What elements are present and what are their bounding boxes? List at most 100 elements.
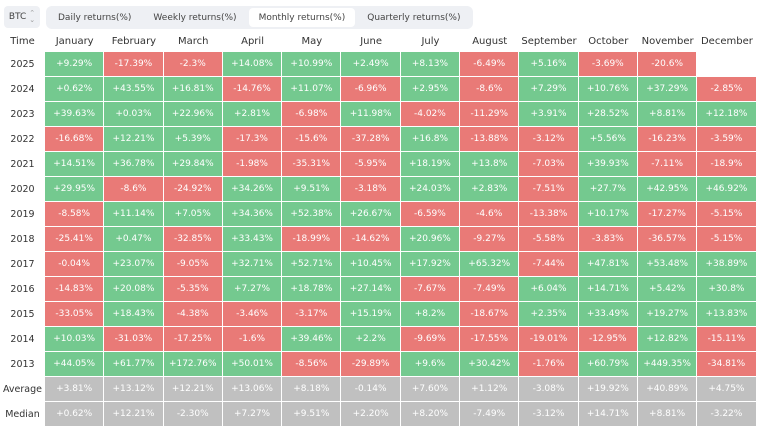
return-cell: -5.95% bbox=[341, 152, 401, 176]
return-cell: +26.67% bbox=[341, 202, 401, 226]
month-header: June bbox=[360, 35, 383, 47]
return-cell: +39.46% bbox=[282, 327, 342, 351]
return-cell: -29.89% bbox=[341, 352, 401, 376]
return-cell: +10.45% bbox=[341, 252, 401, 276]
return-cell: -3.17% bbox=[282, 302, 342, 326]
toolbar: BTC ⌃ ⌄ Daily returns(%) Weekly returns(%… bbox=[4, 6, 473, 29]
return-cell: -8.58% bbox=[45, 202, 105, 226]
return-cell: -6.59% bbox=[400, 202, 461, 226]
row-label: 2022 bbox=[10, 134, 35, 145]
time-header: Time bbox=[10, 35, 35, 47]
return-cell: -35.31% bbox=[282, 152, 342, 176]
return-cell: +17.92% bbox=[400, 252, 461, 276]
return-cell: +34.36% bbox=[222, 202, 283, 226]
return-cell: +38.89% bbox=[697, 252, 757, 276]
return-cell: -3.12% bbox=[519, 402, 579, 426]
return-cell: +43.55% bbox=[104, 77, 164, 101]
return-cell: +0.62% bbox=[45, 402, 105, 426]
month-header: May bbox=[301, 35, 323, 47]
return-cell: +3.81% bbox=[45, 377, 105, 401]
return-cell: +2.20% bbox=[341, 402, 401, 426]
return-cell: +2.95% bbox=[400, 77, 461, 101]
return-cell: +30.42% bbox=[460, 352, 520, 376]
return-cell: -5.15% bbox=[697, 227, 757, 251]
return-cell: +0.03% bbox=[104, 102, 164, 126]
return-cell: +7.29% bbox=[519, 77, 579, 101]
return-cell bbox=[697, 52, 757, 76]
return-cell: +9.51% bbox=[282, 402, 342, 426]
return-cell: -34.81% bbox=[697, 352, 757, 376]
return-cell: +1.12% bbox=[460, 377, 520, 401]
return-cell: +27.7% bbox=[578, 177, 638, 201]
return-cell: +7.60% bbox=[400, 377, 461, 401]
return-cell: -6.98% bbox=[282, 102, 342, 126]
return-cell: -36.57% bbox=[637, 227, 698, 251]
return-cell: -1.98% bbox=[222, 152, 283, 176]
table-row: 2017 -0.04% +23.07% -9.05% +32.71% +52.71% +10… bbox=[0, 252, 757, 277]
return-cell: +9.51% bbox=[282, 177, 342, 201]
return-cell: +22.96% bbox=[163, 102, 223, 126]
table-row: 2021 +14.51% +36.78% +29.84% -1.98% -35.31% -5… bbox=[0, 152, 757, 177]
return-cell: +61.77% bbox=[104, 352, 164, 376]
return-cell: -17.27% bbox=[637, 202, 698, 226]
tab-daily-returns[interactable]: Daily returns(%) bbox=[58, 12, 132, 23]
return-cell: +29.84% bbox=[163, 152, 223, 176]
return-cell: -0.14% bbox=[341, 377, 401, 401]
return-cell: -8.56% bbox=[282, 352, 342, 376]
return-cell: +42.95% bbox=[637, 177, 698, 201]
return-cell: -7.67% bbox=[400, 277, 461, 301]
return-cell: -8.6% bbox=[460, 77, 520, 101]
return-cell: -11.29% bbox=[460, 102, 520, 126]
return-cell: +65.32% bbox=[460, 252, 520, 276]
return-cell: +34.26% bbox=[222, 177, 283, 201]
return-cell: +5.56% bbox=[578, 127, 638, 151]
tab-weekly-returns[interactable]: Weekly returns(%) bbox=[153, 12, 237, 23]
return-cell: +10.99% bbox=[282, 52, 342, 76]
return-cell: -3.83% bbox=[578, 227, 638, 251]
return-cell: +0.47% bbox=[104, 227, 164, 251]
row-label: 2014 bbox=[10, 334, 35, 345]
tab-monthly-returns[interactable]: Monthly returns(%) bbox=[248, 8, 356, 27]
return-cell: -12.95% bbox=[578, 327, 638, 351]
table-row: 2013 +44.05% +61.77% +172.76% +50.01% -8.56% -… bbox=[0, 352, 757, 377]
return-cell: -4.6% bbox=[460, 202, 520, 226]
return-cell: -7.51% bbox=[519, 177, 579, 201]
return-cell: +6.04% bbox=[519, 277, 579, 301]
return-cell: +39.63% bbox=[45, 102, 105, 126]
tab-quarterly-returns[interactable]: Quarterly returns(%) bbox=[367, 12, 461, 23]
return-cell: +46.92% bbox=[697, 177, 757, 201]
return-cell: -20.6% bbox=[637, 52, 698, 76]
return-cell: +13.06% bbox=[222, 377, 283, 401]
return-cell: -17.3% bbox=[222, 127, 283, 151]
return-cell: +10.03% bbox=[45, 327, 105, 351]
return-cell: -3.22% bbox=[697, 402, 757, 426]
return-cell: +12.21% bbox=[163, 377, 223, 401]
return-cell: -17.25% bbox=[163, 327, 223, 351]
table-row: 2016 -14.83% +20.08% -5.35% +7.27% +18.78% +27… bbox=[0, 277, 757, 302]
return-cell: +3.91% bbox=[519, 102, 579, 126]
return-cell: +44.05% bbox=[45, 352, 105, 376]
month-header: March bbox=[178, 35, 209, 47]
return-cell: +5.16% bbox=[519, 52, 579, 76]
return-cell: +23.07% bbox=[104, 252, 164, 276]
return-cell: +0.62% bbox=[45, 77, 105, 101]
asset-selector[interactable]: BTC ⌃ ⌄ bbox=[4, 6, 40, 28]
return-cell: +9.29% bbox=[45, 52, 105, 76]
return-cell: +47.81% bbox=[578, 252, 638, 276]
return-cell: +32.71% bbox=[222, 252, 283, 276]
return-cell: +8.81% bbox=[637, 402, 698, 426]
return-cell: -6.49% bbox=[460, 52, 520, 76]
return-cell: +14.71% bbox=[578, 402, 638, 426]
return-cell: +14.08% bbox=[222, 52, 283, 76]
return-cell: +14.51% bbox=[45, 152, 105, 176]
return-cell: -9.05% bbox=[163, 252, 223, 276]
row-label: 2013 bbox=[10, 359, 35, 370]
table-row: 2014 +10.03% -31.03% -17.25% -1.6% +39.46% +2.… bbox=[0, 327, 757, 352]
row-label: 2017 bbox=[10, 259, 35, 270]
return-cell: +2.81% bbox=[222, 102, 283, 126]
return-cell: +29.95% bbox=[45, 177, 105, 201]
return-cell: -5.35% bbox=[163, 277, 223, 301]
return-cell: -14.76% bbox=[222, 77, 283, 101]
updown-chevron-icon: ⌃ ⌄ bbox=[29, 9, 36, 24]
return-cell: +13.12% bbox=[104, 377, 164, 401]
